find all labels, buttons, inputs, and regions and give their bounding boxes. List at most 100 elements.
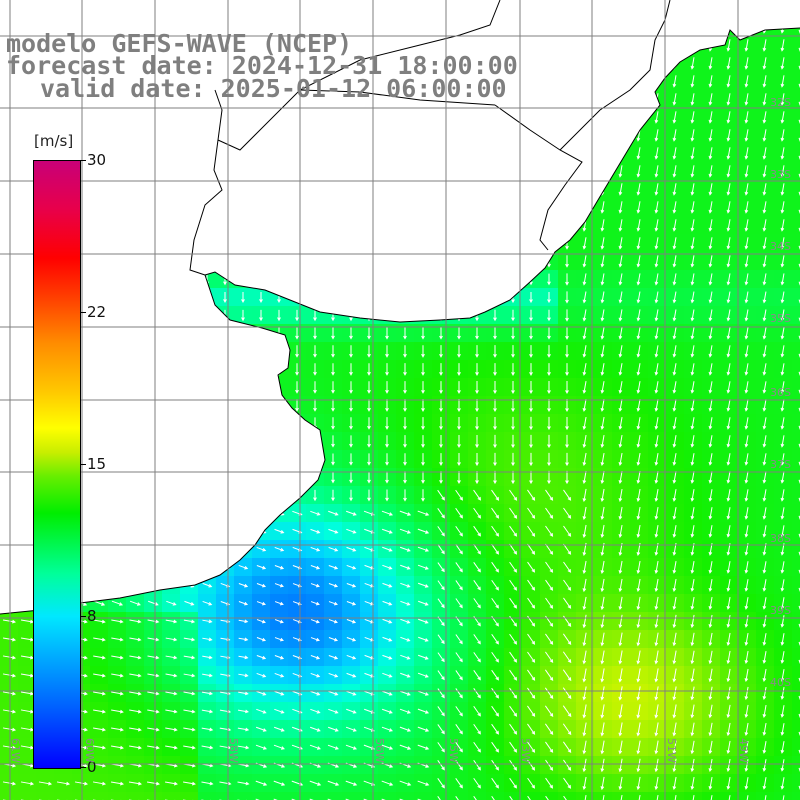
wind-arrow <box>654 686 659 701</box>
wind-arrow <box>437 562 445 573</box>
wind-arrow <box>600 650 605 665</box>
wind-arrow <box>403 363 407 376</box>
wind-arrow <box>437 489 445 501</box>
wind-arrow <box>708 740 713 755</box>
wind-arrow <box>618 219 623 232</box>
wind-arrow <box>202 637 213 642</box>
wind-arrow <box>690 147 695 160</box>
wind-arrow <box>274 583 284 588</box>
wind-arrow <box>382 690 393 696</box>
wind-arrow <box>455 580 463 591</box>
wind-arrow <box>256 690 267 696</box>
speed-cell <box>792 486 800 505</box>
wind-arrow <box>491 633 499 645</box>
speed-cell <box>342 792 361 800</box>
wind-arrow <box>672 722 677 737</box>
wind-arrow <box>636 309 641 322</box>
wind-arrow <box>726 345 731 358</box>
wind-arrow <box>600 219 605 232</box>
wind-arrow <box>744 759 749 772</box>
wind-arrow <box>780 453 785 466</box>
wind-arrow <box>762 561 767 574</box>
wind-arrow <box>382 654 393 660</box>
wind-arrow <box>437 796 441 800</box>
wind-arrow <box>780 507 785 520</box>
wind-arrow <box>708 417 713 430</box>
wind-arrow <box>618 524 623 538</box>
wind-arrow <box>654 345 659 358</box>
wind-arrow <box>654 111 659 124</box>
wind-arrow <box>690 399 695 412</box>
speed-cell <box>792 252 800 271</box>
wind-arrow <box>437 706 445 717</box>
wind-arrow <box>563 795 567 800</box>
wind-arrow <box>457 363 461 376</box>
speed-cell <box>252 792 271 800</box>
speed-cell <box>198 792 217 800</box>
wind-arrow <box>367 327 371 340</box>
wind-arrow <box>399 528 412 534</box>
wind-arrow <box>385 327 389 340</box>
wind-arrow <box>762 489 767 502</box>
wind-arrow <box>636 201 641 214</box>
wind-arrow <box>38 781 53 786</box>
speed-cell <box>792 450 800 469</box>
wind-arrow <box>527 597 536 609</box>
wind-arrow <box>493 309 497 322</box>
wind-arrow <box>618 165 623 178</box>
wind-arrow <box>654 578 659 593</box>
wind-arrow <box>780 597 785 610</box>
wind-arrow <box>726 489 731 502</box>
wind-arrow <box>310 565 321 570</box>
wind-arrow <box>417 726 430 732</box>
wind-arrow <box>457 417 461 431</box>
wind-arrow <box>509 651 518 663</box>
wind-arrow <box>726 597 731 610</box>
longitude-label: 61W <box>9 738 22 763</box>
wind-arrow <box>744 704 749 719</box>
wind-arrow <box>636 327 641 340</box>
wind-arrow <box>565 452 569 467</box>
wind-arrow <box>475 345 479 358</box>
wind-arrow <box>129 673 142 678</box>
wind-arrow <box>345 726 357 732</box>
wind-arrow <box>328 601 338 606</box>
longitude-label: 51W <box>665 738 678 763</box>
wind-arrow <box>726 219 731 232</box>
wind-arrow <box>744 650 749 664</box>
wind-arrow <box>2 709 17 714</box>
wind-arrow <box>403 471 407 484</box>
wind-arrow <box>547 470 551 485</box>
wind-arrow <box>455 544 463 555</box>
wind-arrow <box>672 632 677 647</box>
wind-arrow <box>547 416 551 431</box>
wind-arrow <box>399 726 412 732</box>
wind-arrow <box>618 686 623 701</box>
wind-arrow <box>562 723 572 736</box>
wind-arrow <box>636 165 641 178</box>
wind-arrow <box>762 741 767 754</box>
wind-arrow <box>618 291 623 304</box>
wind-arrow <box>708 471 713 484</box>
wind-arrow <box>527 561 536 573</box>
wind-arrow <box>511 345 515 358</box>
wind-arrow <box>509 669 518 681</box>
wind-arrow <box>690 291 695 304</box>
wind-arrow <box>600 722 605 737</box>
wind-arrow <box>511 381 515 395</box>
wind-arrow <box>547 345 551 358</box>
wind-arrow <box>527 489 536 501</box>
wind-arrow <box>403 489 407 502</box>
wind-arrow <box>744 668 749 683</box>
speed-cell <box>792 126 800 145</box>
wind-arrow <box>491 597 499 609</box>
wind-arrow <box>690 75 695 88</box>
wind-arrow <box>762 615 767 628</box>
wind-arrow <box>74 781 89 786</box>
wind-arrow <box>2 655 17 660</box>
wind-arrow <box>295 309 299 322</box>
wind-arrow <box>527 723 536 735</box>
wind-arrow <box>129 619 142 624</box>
wind-arrow <box>798 137 800 142</box>
wind-arrow <box>780 219 785 232</box>
